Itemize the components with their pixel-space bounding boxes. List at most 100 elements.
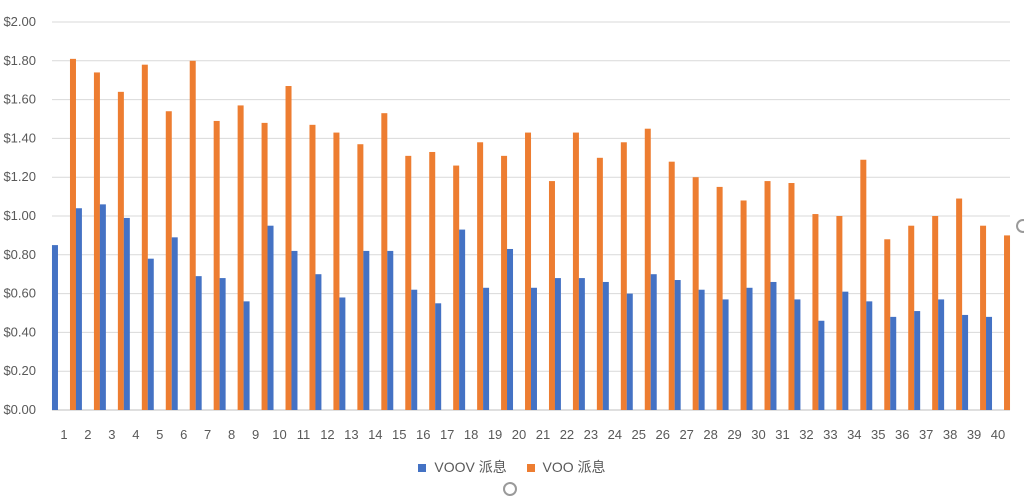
bar-voov-20[interactable] xyxy=(507,248,514,410)
bar-voo-38[interactable] xyxy=(956,198,963,410)
bar-voov-4[interactable] xyxy=(123,217,130,410)
bar-voo-34[interactable] xyxy=(860,159,867,410)
bar-voo-18[interactable] xyxy=(477,142,484,410)
bar-voov-17[interactable] xyxy=(435,303,442,410)
bar-voov-15[interactable] xyxy=(387,250,394,410)
bar-voo-29[interactable] xyxy=(740,200,747,410)
bar-voo-25[interactable] xyxy=(644,128,651,410)
bar-voo-6[interactable] xyxy=(189,60,196,411)
bar-voo-31[interactable] xyxy=(788,183,795,410)
bar-voov-27[interactable] xyxy=(674,280,681,410)
bar-voo-36[interactable] xyxy=(908,225,915,410)
x-tick-label: 17 xyxy=(440,427,454,442)
x-tick-label: 33 xyxy=(823,427,837,442)
bar-voo-32[interactable] xyxy=(812,214,819,410)
bar-voo-16[interactable] xyxy=(429,151,436,411)
bar-voov-3[interactable] xyxy=(99,204,106,410)
bar-voo-2[interactable] xyxy=(93,72,100,410)
bar-voo-37[interactable] xyxy=(932,216,939,410)
bar-voov-24[interactable] xyxy=(602,281,609,410)
x-tick-label: 4 xyxy=(132,427,139,442)
bar-voov-18[interactable] xyxy=(459,229,466,410)
bar-voov-30[interactable] xyxy=(746,287,753,410)
bar-voov-10[interactable] xyxy=(267,225,274,410)
bar-voo-9[interactable] xyxy=(261,122,268,410)
bar-voov-37[interactable] xyxy=(914,311,921,410)
bar-voo-13[interactable] xyxy=(357,144,364,410)
bar-voov-28[interactable] xyxy=(698,289,705,410)
bar-voo-20[interactable] xyxy=(525,132,532,410)
bar-voov-35[interactable] xyxy=(866,301,873,410)
x-axis-tick-labels: 1 2 3 4 5 6 7 8 9 10 11 12 13 14 15 16 17 18 19 20 21 22 23 24 2… xyxy=(60,427,1005,442)
bar-voov-5[interactable] xyxy=(147,258,154,410)
bar-voov-22[interactable] xyxy=(554,278,561,410)
bar-voov-19[interactable] xyxy=(483,287,490,410)
bar-voo-19[interactable] xyxy=(501,155,508,410)
bar-voo-24[interactable] xyxy=(620,142,627,410)
bar-voov-1[interactable] xyxy=(51,245,58,410)
bar-voo-23[interactable] xyxy=(596,157,603,410)
x-tick-label: 13 xyxy=(344,427,358,442)
bar-voov-7[interactable] xyxy=(195,276,202,410)
x-tick-label: 22 xyxy=(560,427,574,442)
bar-voo-3[interactable] xyxy=(117,91,124,410)
bar-voov-21[interactable] xyxy=(530,287,537,410)
bar-voo-30[interactable] xyxy=(764,181,771,410)
bar-voov-36[interactable] xyxy=(890,316,897,410)
bar-voov-29[interactable] xyxy=(722,299,729,410)
chart-handle-icon[interactable] xyxy=(1016,219,1024,233)
bar-voov-13[interactable] xyxy=(339,297,346,410)
y-tick-label: $0.80 xyxy=(3,247,36,262)
x-tick-label: 40 xyxy=(991,427,1005,442)
x-tick-label: 16 xyxy=(416,427,430,442)
bar-voo-21[interactable] xyxy=(548,181,555,410)
bar-voo-14[interactable] xyxy=(381,113,388,411)
bar-voov-6[interactable] xyxy=(171,237,178,410)
bar-voov-31[interactable] xyxy=(770,281,777,410)
bar-voo-22[interactable] xyxy=(572,132,579,410)
bar-voov-40[interactable] xyxy=(986,316,993,410)
x-tick-label: 29 xyxy=(727,427,741,442)
bar-voo-8[interactable] xyxy=(237,105,244,411)
x-tick-label: 28 xyxy=(703,427,717,442)
bar-voov-9[interactable] xyxy=(243,301,250,410)
bar-voov-14[interactable] xyxy=(363,250,370,410)
bar-voo-4[interactable] xyxy=(141,64,148,411)
bar-voo-5[interactable] xyxy=(165,111,172,411)
bar-voov-39[interactable] xyxy=(962,314,969,410)
chart-handle-icon[interactable] xyxy=(503,482,517,496)
bar-voov-8[interactable] xyxy=(219,278,226,410)
bar-voo-1[interactable] xyxy=(69,58,76,411)
y-tick-label: $2.00 xyxy=(3,14,36,29)
bar-voov-34[interactable] xyxy=(842,291,849,410)
bar-voov-33[interactable] xyxy=(818,320,825,410)
bar-voo-11[interactable] xyxy=(309,124,316,410)
bar-voov-23[interactable] xyxy=(578,278,585,410)
bar-voov-38[interactable] xyxy=(938,299,945,410)
bar-voo-26[interactable] xyxy=(668,161,675,410)
bar-voo-12[interactable] xyxy=(333,132,340,410)
bar-voov-12[interactable] xyxy=(315,274,322,410)
bar-voo-39[interactable] xyxy=(980,225,987,410)
bar-voov-2[interactable] xyxy=(75,208,82,410)
bar-voo-28[interactable] xyxy=(716,186,723,410)
bar-voo-40[interactable] xyxy=(1004,235,1011,410)
legend-item-voov[interactable]: VOOV 派息 xyxy=(418,457,507,477)
bar-voo-7[interactable] xyxy=(213,120,220,410)
y-axis-tick-labels: $0.00 $0.20 $0.40 $0.60 $0.80 $1.00 $1.20 $1.40… xyxy=(3,14,36,417)
bar-voo-33[interactable] xyxy=(836,216,843,410)
bar-voo-35[interactable] xyxy=(884,239,891,410)
x-tick-label: 39 xyxy=(967,427,981,442)
bar-voo-10[interactable] xyxy=(285,86,292,411)
bar-voo-15[interactable] xyxy=(405,155,412,410)
bar-voov-25[interactable] xyxy=(626,293,633,410)
bar-voov-16[interactable] xyxy=(411,289,418,410)
x-tick-label: 14 xyxy=(368,427,382,442)
bar-voov-32[interactable] xyxy=(794,299,801,410)
bar-voov-26[interactable] xyxy=(650,274,657,410)
bar-voo-17[interactable] xyxy=(453,165,460,410)
bar-voo-27[interactable] xyxy=(692,177,699,410)
bar-voov-11[interactable] xyxy=(291,250,298,410)
legend-item-voo[interactable]: VOO 派息 xyxy=(526,457,606,477)
x-tick-label: 26 xyxy=(655,427,669,442)
